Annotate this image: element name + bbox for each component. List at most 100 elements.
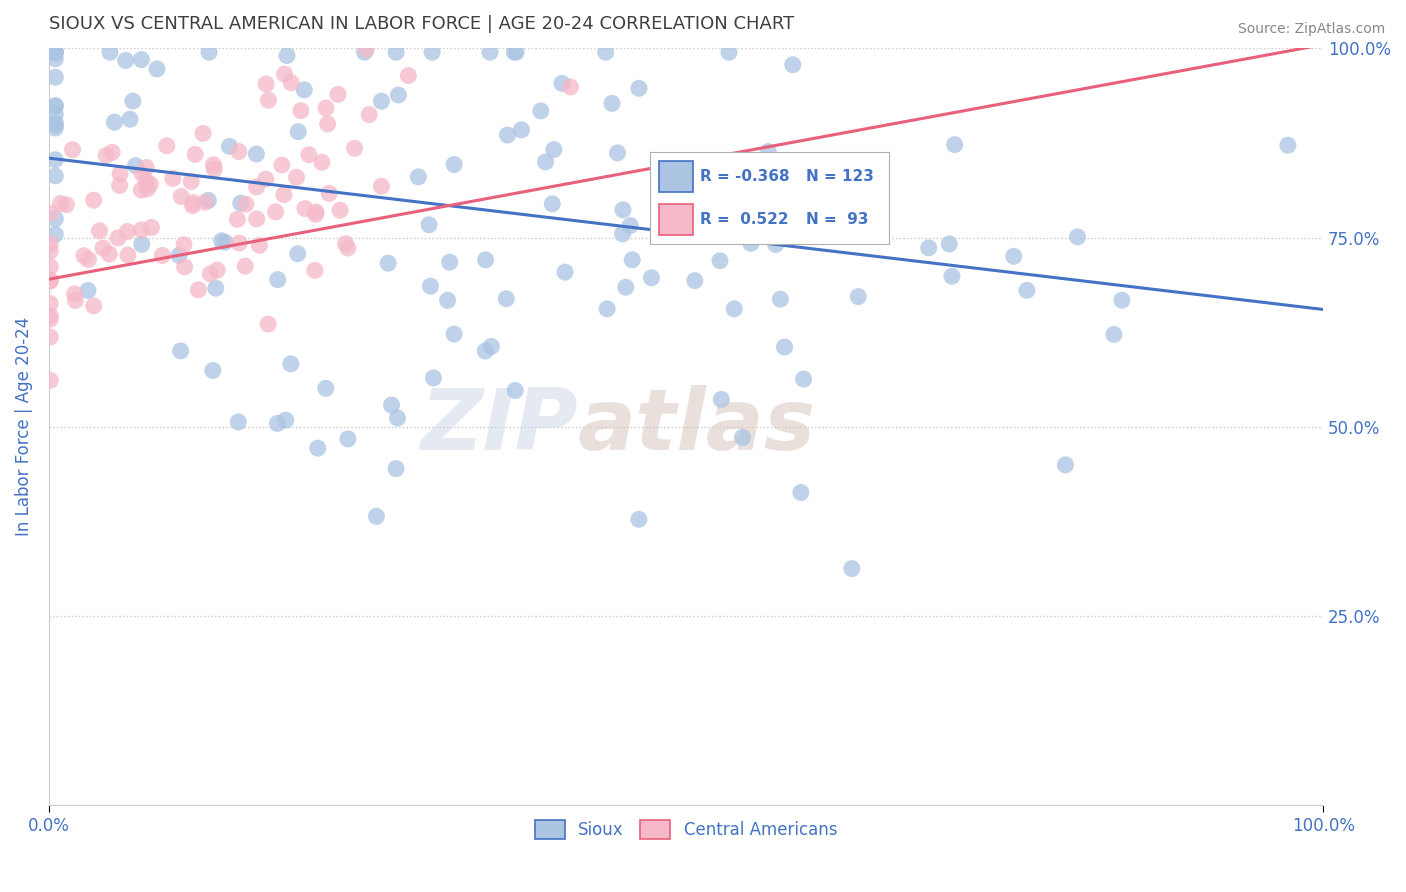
Point — [287, 125, 309, 139]
Point — [773, 340, 796, 354]
Point — [156, 138, 179, 153]
Point — [366, 509, 388, 524]
Point — [167, 248, 190, 262]
Text: atlas: atlas — [578, 385, 815, 468]
Point — [270, 158, 292, 172]
Point — [122, 94, 145, 108]
Point — [353, 45, 375, 60]
Point — [257, 93, 280, 107]
Point — [200, 267, 222, 281]
Point — [343, 141, 366, 155]
Point — [1277, 138, 1299, 153]
Point — [117, 224, 139, 238]
Point — [44, 45, 66, 60]
Point — [782, 58, 804, 72]
Point — [226, 212, 249, 227]
FancyBboxPatch shape — [659, 203, 693, 235]
Point — [699, 210, 721, 224]
Point — [228, 415, 250, 429]
Point — [39, 236, 62, 251]
Point — [44, 227, 66, 242]
Point — [756, 145, 779, 159]
Point — [39, 309, 62, 323]
Point — [841, 561, 863, 575]
Point — [65, 293, 87, 308]
Point — [202, 158, 225, 172]
Point — [44, 121, 66, 136]
Point — [131, 223, 153, 237]
Point — [181, 199, 204, 213]
Point — [77, 252, 100, 267]
Point — [180, 174, 202, 188]
Point — [336, 241, 359, 255]
Text: N =  93: N = 93 — [806, 212, 868, 227]
Point — [118, 112, 141, 127]
Point — [474, 252, 496, 267]
Point — [107, 231, 129, 245]
Point — [39, 244, 62, 258]
Point — [39, 273, 62, 287]
Point — [298, 147, 321, 161]
Point — [233, 259, 256, 273]
Point — [211, 234, 233, 248]
Point — [285, 170, 308, 185]
Point — [39, 330, 62, 344]
Point — [77, 284, 100, 298]
Point — [235, 197, 257, 211]
Text: R = -0.368: R = -0.368 — [700, 169, 790, 185]
Point — [612, 227, 634, 241]
Point — [1066, 230, 1088, 244]
Point — [495, 292, 517, 306]
Point — [39, 206, 62, 220]
Point — [44, 99, 66, 113]
Point — [204, 162, 226, 177]
Point — [254, 172, 277, 186]
Point — [918, 241, 941, 255]
Point — [311, 155, 333, 169]
Text: ZIP: ZIP — [420, 385, 578, 468]
Point — [44, 118, 66, 132]
Point — [627, 512, 650, 526]
Point — [474, 343, 496, 358]
Point — [541, 197, 564, 211]
Point — [214, 235, 236, 249]
Point — [131, 53, 153, 67]
Point — [141, 220, 163, 235]
Point — [769, 292, 792, 306]
Point — [479, 45, 502, 60]
Point — [554, 265, 576, 279]
Point — [184, 147, 207, 161]
Point — [335, 236, 357, 251]
Point — [96, 148, 118, 162]
Y-axis label: In Labor Force | Age 20-24: In Labor Force | Age 20-24 — [15, 317, 32, 536]
Point — [162, 171, 184, 186]
Point — [385, 461, 408, 475]
Point — [229, 196, 252, 211]
Point — [422, 371, 444, 385]
Point — [316, 117, 339, 131]
Point — [114, 54, 136, 68]
Point — [596, 301, 619, 316]
Point — [418, 218, 440, 232]
FancyBboxPatch shape — [659, 161, 693, 193]
Point — [765, 237, 787, 252]
Point — [173, 237, 195, 252]
Point — [443, 326, 465, 341]
Point — [612, 202, 634, 217]
Point — [710, 392, 733, 407]
Point — [740, 236, 762, 251]
Point — [124, 159, 146, 173]
Point — [496, 128, 519, 142]
Point — [173, 260, 195, 274]
Point — [640, 270, 662, 285]
Text: SIOUX VS CENTRAL AMERICAN IN LABOR FORCE | AGE 20-24 CORRELATION CHART: SIOUX VS CENTRAL AMERICAN IN LABOR FORCE… — [49, 15, 794, 33]
Point — [551, 76, 574, 90]
Point — [717, 45, 740, 60]
Point — [44, 45, 66, 60]
Point — [280, 76, 302, 90]
Point — [44, 211, 66, 226]
Point — [326, 87, 349, 102]
Point — [307, 441, 329, 455]
Point — [150, 248, 173, 262]
Point — [503, 45, 526, 60]
